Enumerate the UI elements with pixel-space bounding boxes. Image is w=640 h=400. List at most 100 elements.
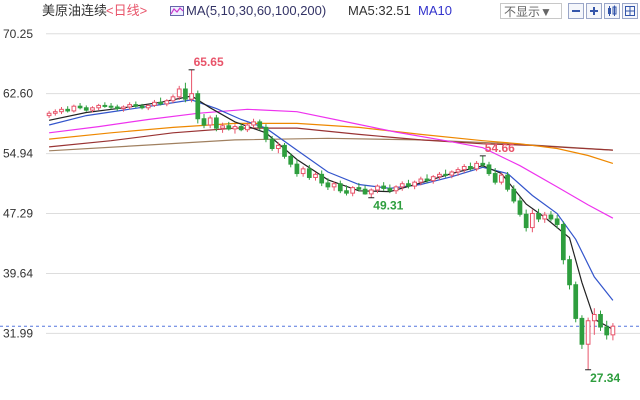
candle-body (152, 101, 157, 106)
candle-body (170, 96, 176, 102)
candle-body (492, 173, 498, 183)
zoom-in-button[interactable] (586, 3, 602, 19)
chart-type-button[interactable] (604, 3, 620, 19)
instrument-title: 美原油连续 (42, 3, 108, 18)
candle-body (344, 190, 349, 194)
candle-body (368, 189, 374, 195)
candle-body (282, 144, 287, 157)
candle-body (399, 183, 405, 188)
candle-body (542, 214, 548, 220)
candle-body (71, 105, 77, 112)
candle-body (406, 183, 411, 187)
candle-body (331, 183, 337, 188)
candle-body (195, 93, 201, 120)
candle-body (226, 125, 232, 130)
ma10-value: MA10 (418, 3, 452, 18)
candle-body (362, 188, 368, 195)
candle-body (102, 104, 108, 107)
candle-body (183, 88, 188, 100)
candle-body (139, 105, 145, 109)
candle-body (437, 173, 442, 178)
y-tick-label: 62.60 (3, 87, 33, 101)
candle-body (393, 186, 399, 192)
candle-body (530, 212, 535, 229)
candle-body (443, 173, 448, 176)
candle-body (306, 168, 312, 178)
candle-body (176, 88, 182, 98)
candle-body (220, 125, 225, 129)
candle-body (263, 126, 269, 140)
candle-body (430, 176, 436, 182)
chart-header: 美原油连续 <日线> MA(5,10,30,60,100,200) MA5:32… (0, 0, 640, 22)
candle-body (412, 181, 418, 187)
candle-body (319, 173, 325, 184)
candle-body (350, 187, 356, 194)
period-selector[interactable]: <日线> (106, 3, 148, 18)
candle-body (90, 107, 95, 111)
ma-params[interactable]: MA(5,10,30,60,100,200) (186, 3, 327, 18)
candle-body (300, 168, 306, 175)
minus-icon (572, 10, 580, 12)
candle-body (232, 126, 238, 130)
ma-legend-icon (170, 6, 184, 16)
candle-body (381, 185, 387, 189)
candle-body (461, 166, 467, 171)
candle-body (455, 169, 461, 173)
candle-body (610, 325, 616, 336)
candle-body (585, 320, 591, 345)
candle-body (46, 112, 52, 117)
candle-body (114, 106, 120, 110)
candle-body (554, 218, 560, 225)
y-tick-label: 70.25 (3, 27, 33, 41)
y-tick-label: 31.99 (3, 326, 33, 340)
candle-body (356, 187, 362, 190)
ma10-line (48, 99, 614, 301)
candle-body (604, 326, 610, 336)
annotation-label: 65.65 (194, 55, 224, 69)
indicator-dropdown[interactable]: 不显示▼ (500, 3, 562, 19)
candle-body (121, 106, 126, 110)
candle-body (127, 104, 132, 108)
candle-body (548, 214, 554, 220)
candle-body (189, 93, 194, 100)
candle-body (375, 185, 380, 191)
candle-body (598, 313, 603, 328)
candle-body (536, 212, 541, 220)
candle-body (83, 107, 89, 111)
ma60-line (49, 122, 614, 164)
candle-body (275, 144, 281, 149)
candle-body (449, 171, 455, 176)
candle-body (474, 162, 479, 170)
candle-body (288, 155, 294, 165)
candle-body (567, 259, 572, 286)
candle-body (313, 173, 318, 178)
annotation-label: 49.31 (373, 199, 403, 213)
fullscreen-button[interactable] (622, 3, 638, 19)
candle-body (207, 117, 213, 126)
y-tick-label: 47.29 (3, 207, 33, 221)
ma100-line (49, 127, 613, 151)
candle-body (573, 284, 579, 319)
candle-body (238, 126, 244, 131)
candle-body (517, 200, 523, 215)
candle-body (424, 178, 430, 182)
ma5-value: MA5:32.51 (348, 3, 411, 18)
zoom-out-button[interactable] (568, 3, 584, 19)
candle-body (77, 105, 83, 109)
candle-body (164, 100, 170, 105)
candle-body (245, 124, 250, 131)
candle-body (65, 108, 71, 112)
plus-icon (590, 7, 598, 15)
y-tick-label: 39.64 (3, 266, 33, 280)
y-tick-label: 54.94 (3, 147, 33, 161)
candle-body (480, 162, 486, 166)
ma30-line (49, 108, 614, 219)
candle-body (257, 121, 263, 128)
candle-body (251, 121, 256, 126)
candle-body (591, 313, 597, 322)
candle-body (560, 223, 566, 261)
candle-body (201, 118, 207, 126)
candle-body (145, 104, 151, 109)
candle-body (294, 163, 300, 175)
